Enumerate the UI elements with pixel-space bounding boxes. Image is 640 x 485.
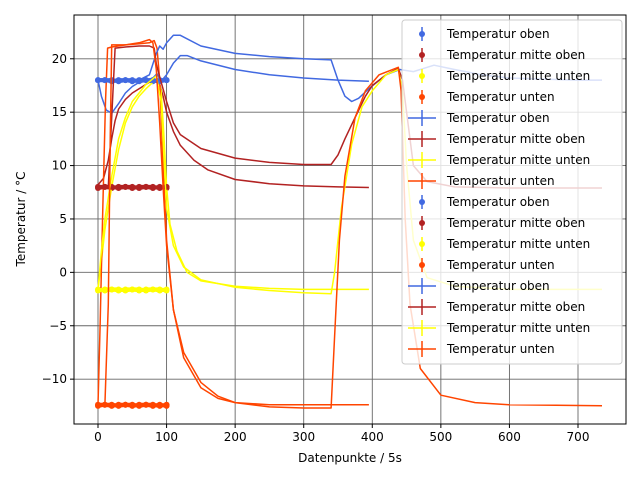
data-point (143, 183, 149, 190)
data-point (143, 401, 149, 408)
data-point (122, 286, 129, 293)
legend-label: Temperatur unten (446, 174, 555, 188)
legend-entry: Temperatur mitte unten (419, 237, 590, 251)
data-point (122, 183, 129, 190)
data-point (149, 401, 156, 408)
data-point (108, 401, 115, 408)
data-point (115, 287, 122, 294)
data-point (143, 286, 149, 293)
legend-swatch-marker (419, 220, 425, 226)
data-point (101, 286, 108, 293)
legend-label: Temperatur unten (446, 342, 555, 356)
data-point (108, 286, 115, 293)
legend-swatch-marker (419, 52, 425, 58)
y-tick-label: −10 (42, 372, 67, 386)
data-point (95, 184, 101, 191)
y-tick-label: 20 (52, 52, 67, 66)
data-point (163, 183, 170, 190)
legend-swatch-marker (419, 199, 425, 205)
x-tick-label: 0 (94, 430, 102, 444)
data-point (163, 401, 170, 408)
legend-entry: Temperatur unten (419, 258, 555, 272)
legend-entry: Temperatur mitte oben (419, 216, 585, 230)
y-tick-label: 15 (52, 105, 67, 119)
data-point (129, 401, 136, 408)
data-point (122, 401, 129, 408)
legend-label: Temperatur mitte unten (446, 321, 590, 335)
legend-entry: Temperatur oben (419, 27, 550, 41)
legend-entry: Temperatur unten (408, 173, 555, 189)
x-axis-label: Datenpunkte / 5s (298, 451, 402, 465)
x-tick-label: 100 (155, 430, 178, 444)
legend-entry: Temperatur mitte oben (419, 48, 585, 62)
legend-entry: Temperatur mitte unten (408, 152, 590, 168)
legend-label: Temperatur oben (446, 195, 550, 209)
data-point (163, 77, 170, 84)
data-point (156, 287, 163, 294)
legend-label: Temperatur oben (446, 279, 550, 293)
legend-swatch-marker (419, 31, 425, 37)
legend: Temperatur oben Temperatur mitte oben Temp… (401, 19, 623, 365)
legend-entry: Temperatur oben (419, 195, 550, 209)
legend-entry: Temperatur unten (408, 341, 555, 357)
x-tick-label: 400 (361, 430, 384, 444)
data-point (129, 183, 136, 190)
legend-label: Temperatur mitte unten (446, 153, 590, 167)
legend-swatch-marker (419, 94, 425, 100)
legend-entry: Temperatur unten (419, 90, 555, 104)
x-tick-label: 600 (498, 430, 521, 444)
y-tick-label: 5 (59, 212, 67, 226)
legend-entry: Temperatur oben (408, 110, 550, 126)
data-point (95, 287, 101, 294)
data-point (115, 402, 122, 409)
legend-label: Temperatur mitte oben (446, 48, 585, 62)
legend-label: Temperatur mitte oben (446, 300, 585, 314)
legend-label: Temperatur unten (446, 258, 555, 272)
legend-box (401, 19, 623, 365)
data-point (95, 402, 101, 409)
legend-swatch-marker (419, 241, 425, 247)
x-tick-label: 500 (429, 430, 452, 444)
data-point (115, 184, 122, 191)
y-tick-label: 10 (52, 159, 67, 173)
data-point (129, 286, 136, 293)
legend-label: Temperatur unten (446, 90, 555, 104)
legend-entry: Temperatur mitte unten (408, 320, 590, 336)
x-tick-label: 700 (567, 430, 590, 444)
legend-entry: Temperatur oben (408, 278, 550, 294)
legend-entry: Temperatur mitte oben (408, 131, 585, 147)
data-point (136, 402, 143, 409)
y-axis-label: Temperatur / °C (14, 172, 28, 268)
series-line-7 (97, 78, 369, 291)
legend-swatch-marker (419, 73, 425, 79)
legend-label: Temperatur oben (446, 111, 550, 125)
legend-label: Temperatur mitte oben (446, 216, 585, 230)
legend-entry: Temperatur mitte oben (408, 299, 585, 315)
data-point (143, 77, 149, 84)
data-point (149, 286, 156, 293)
legend-label: Temperatur mitte unten (446, 237, 590, 251)
plot-frame (73, 14, 627, 425)
data-point (136, 287, 143, 294)
legend-label: Temperatur mitte unten (446, 69, 590, 83)
axes: 0 100 200 300 400 500 600 700 −10 −5 0 5 10 15 20 (42, 52, 590, 444)
data-point (156, 402, 163, 409)
data-point (156, 184, 163, 191)
legend-label: Temperatur oben (446, 27, 550, 41)
legend-label: Temperatur mitte oben (446, 132, 585, 146)
data-point (149, 77, 156, 84)
data-point (163, 286, 170, 293)
legend-swatch-marker (419, 262, 425, 268)
legend-entry: Temperatur mitte unten (419, 69, 590, 83)
x-tick-label: 200 (224, 430, 247, 444)
x-tick-label: 300 (292, 430, 315, 444)
y-tick-label: −5 (49, 319, 67, 333)
data-point (136, 184, 143, 191)
y-tick-label: 0 (59, 265, 67, 279)
data-point (115, 78, 122, 85)
data-point (149, 183, 156, 190)
